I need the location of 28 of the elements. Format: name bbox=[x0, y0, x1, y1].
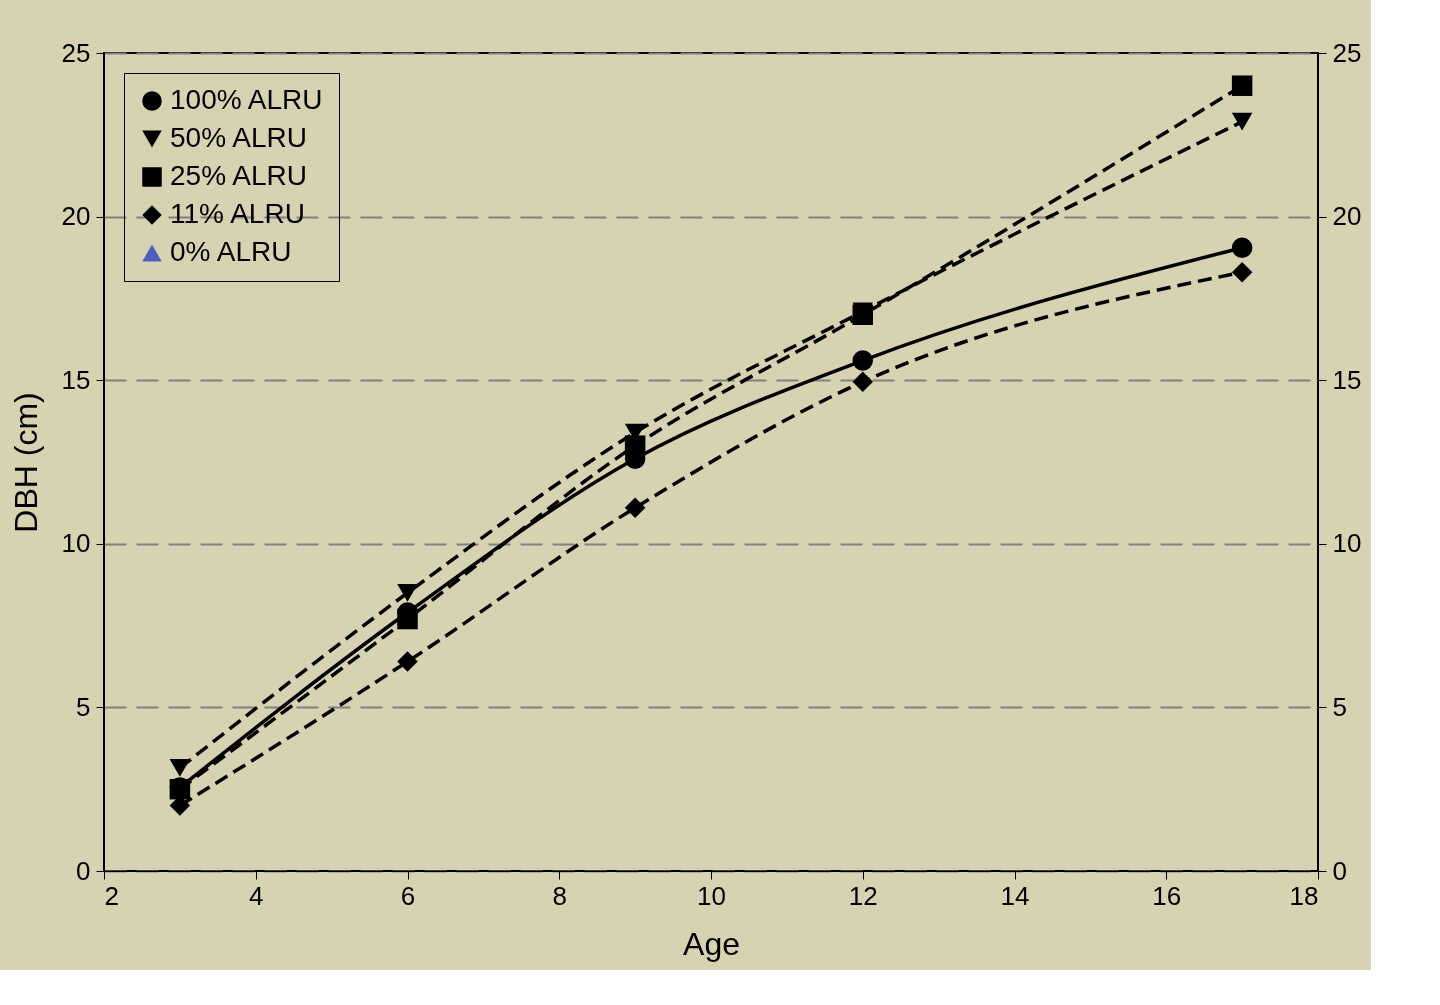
legend-label: 11% ALRU bbox=[170, 198, 305, 229]
x-tick-label: 8 bbox=[552, 880, 567, 911]
legend-label: 50% ALRU bbox=[170, 122, 307, 153]
x-tick-label: 10 bbox=[697, 880, 726, 911]
y-tick-label: 5 bbox=[76, 691, 91, 722]
x-axis-title: Age bbox=[683, 925, 740, 962]
y-axis-title: DBH (cm) bbox=[7, 392, 44, 533]
y-tick-label: 0 bbox=[76, 855, 91, 886]
y2-tick-label: 0 bbox=[1332, 855, 1347, 886]
x-tick-label: 14 bbox=[1000, 880, 1030, 911]
y2-tick-label: 20 bbox=[1332, 201, 1362, 232]
y2-tick-label: 10 bbox=[1332, 528, 1362, 559]
y2-tick-label: 5 bbox=[1332, 691, 1347, 722]
x-tick-label: 4 bbox=[249, 880, 264, 911]
legend-label: 0% ALRU bbox=[170, 236, 292, 267]
x-tick-label: 12 bbox=[848, 880, 878, 911]
y-tick-label: 10 bbox=[61, 528, 91, 559]
y-tick-label: 15 bbox=[61, 364, 91, 395]
x-tick-label: 16 bbox=[1152, 880, 1182, 911]
y2-tick-label: 25 bbox=[1332, 37, 1362, 68]
y-tick-label: 20 bbox=[61, 201, 91, 232]
legend-label: 25% ALRU bbox=[170, 160, 307, 191]
x-tick-label: 2 bbox=[104, 880, 119, 911]
y2-tick-label: 15 bbox=[1332, 364, 1362, 395]
x-tick-label: 18 bbox=[1289, 880, 1319, 911]
x-tick-label: 6 bbox=[400, 880, 416, 911]
legend-label: 100% ALRU bbox=[170, 84, 323, 115]
y-tick-label: 25 bbox=[61, 37, 91, 68]
